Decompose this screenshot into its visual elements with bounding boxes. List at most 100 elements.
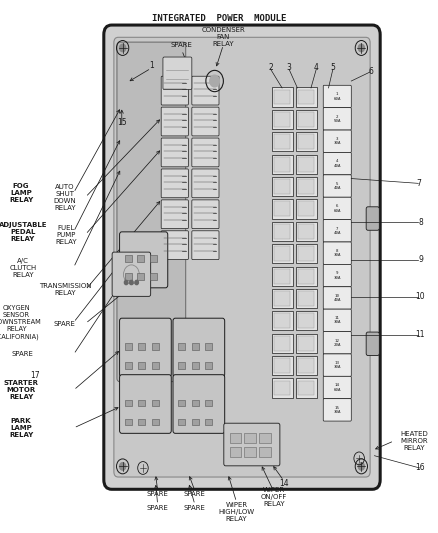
Bar [298,291,314,306]
FancyBboxPatch shape [323,108,351,130]
Bar [272,177,293,196]
Bar [274,134,290,149]
FancyBboxPatch shape [192,76,219,105]
Text: 4
40A: 4 40A [333,159,341,168]
FancyBboxPatch shape [323,309,351,332]
Bar [259,447,271,457]
Bar [138,255,145,262]
Bar [244,447,256,457]
Text: 15: 15 [117,118,127,127]
Bar [298,157,314,172]
Bar [205,362,212,369]
Text: SPARE: SPARE [12,351,34,358]
FancyBboxPatch shape [323,332,351,354]
Text: 5
40A: 5 40A [333,182,341,190]
Bar [272,334,293,353]
Text: WIPER
ON/OFF
RELAY: WIPER ON/OFF RELAY [261,487,287,507]
Bar [296,244,317,263]
Text: 11: 11 [415,330,424,339]
Bar [298,134,314,149]
Bar [296,378,317,398]
Bar [230,447,241,457]
Bar [230,433,241,443]
Circle shape [124,280,128,285]
Text: 16: 16 [415,464,424,472]
Bar [272,199,293,219]
Text: SPARE: SPARE [147,505,169,512]
Bar [296,311,317,330]
Text: 12
20A: 12 20A [333,338,341,347]
Bar [272,132,293,151]
Circle shape [120,44,126,52]
Text: SPARE: SPARE [171,42,193,49]
Text: STARTER
MOTOR
RELAY: STARTER MOTOR RELAY [4,380,39,400]
Bar [298,112,314,127]
Bar [152,362,159,369]
Text: AUTO
SHUT
DOWN
RELAY: AUTO SHUT DOWN RELAY [53,184,76,211]
Bar [272,110,293,129]
Bar [152,400,159,406]
Text: 9: 9 [418,255,423,264]
Bar [138,419,145,425]
FancyBboxPatch shape [192,107,219,136]
Circle shape [358,463,364,470]
FancyBboxPatch shape [161,76,188,105]
Bar [244,433,256,443]
Bar [274,157,290,172]
Bar [150,255,157,262]
Text: 14
60A: 14 60A [333,383,341,392]
FancyBboxPatch shape [112,252,151,296]
FancyBboxPatch shape [323,130,351,152]
FancyBboxPatch shape [323,175,351,197]
Circle shape [130,280,133,285]
Bar [125,400,132,406]
FancyBboxPatch shape [366,207,379,230]
Text: FOG
LAMP
RELAY: FOG LAMP RELAY [9,183,33,203]
Bar [296,132,317,151]
FancyBboxPatch shape [173,375,225,433]
Circle shape [210,75,219,87]
Bar [274,246,290,261]
Text: SPARE: SPARE [184,505,206,512]
Bar [178,343,185,350]
Bar [272,222,293,241]
Bar [274,201,290,216]
Bar [152,419,159,425]
FancyBboxPatch shape [114,37,370,477]
FancyBboxPatch shape [224,423,280,466]
Bar [296,356,317,375]
Bar [272,289,293,308]
Bar [274,179,290,194]
Text: 17: 17 [30,371,40,379]
Bar [125,255,132,262]
Bar [274,313,290,328]
Text: SPARE: SPARE [54,320,76,327]
Bar [296,87,317,107]
FancyBboxPatch shape [192,138,219,167]
Text: 6: 6 [369,68,374,76]
Bar [150,273,157,280]
Bar [296,155,317,174]
Bar [205,400,212,406]
Bar [192,343,199,350]
FancyBboxPatch shape [366,332,379,356]
FancyBboxPatch shape [161,200,188,229]
FancyBboxPatch shape [120,375,171,433]
FancyBboxPatch shape [323,197,351,220]
Bar [274,336,290,351]
Bar [274,269,290,284]
Text: 13
30A: 13 30A [333,361,341,369]
Text: 2
50A: 2 50A [333,115,341,123]
Text: 15
30A: 15 30A [333,406,341,414]
Bar [274,358,290,373]
FancyBboxPatch shape [323,220,351,242]
Text: 1
60A: 1 60A [333,92,341,101]
Text: 4: 4 [314,63,319,71]
Bar [138,362,145,369]
Text: OXYGEN
SENSOR
DOWNSTREAM
RELAY
(CALIFORNIA): OXYGEN SENSOR DOWNSTREAM RELAY (CALIFORN… [0,305,41,340]
FancyBboxPatch shape [323,354,351,376]
FancyBboxPatch shape [323,376,351,399]
Bar [296,177,317,196]
FancyBboxPatch shape [192,169,219,198]
Bar [152,343,159,350]
